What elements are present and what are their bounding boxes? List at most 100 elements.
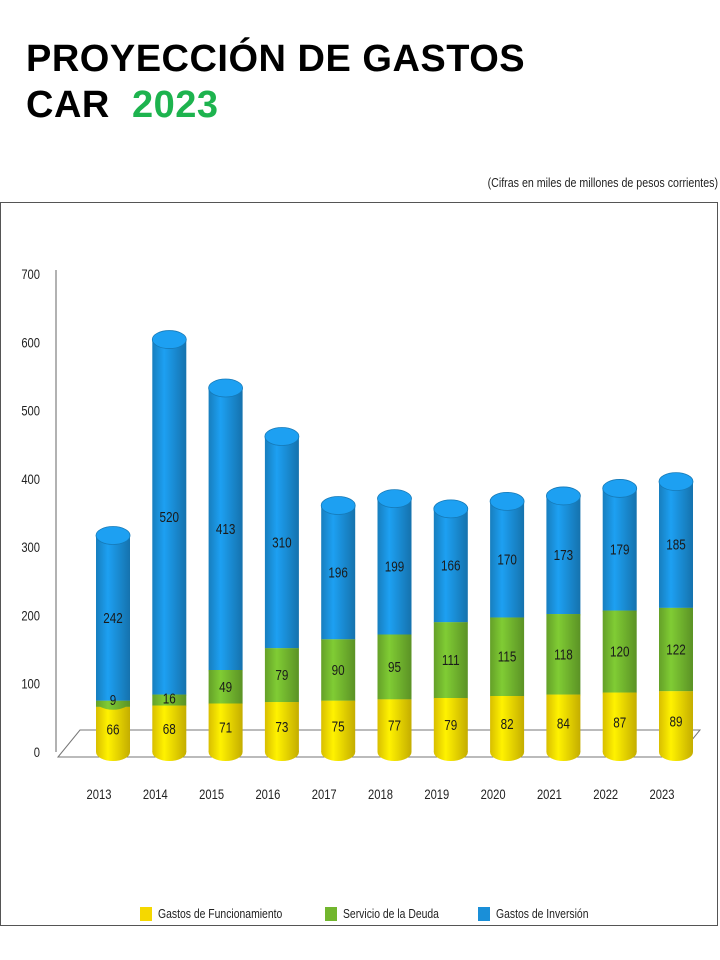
bar-join-2020-1 <box>490 696 525 705</box>
bar-cap-2015 <box>208 378 244 398</box>
data-label-2022-2: 179 <box>610 541 630 558</box>
bar-join-2018-1 <box>377 699 412 709</box>
bar-segment-2022-0 <box>602 692 637 752</box>
x-tick-label-2017: 2017 <box>312 787 337 802</box>
y-tick-label: 700 <box>21 267 40 282</box>
legend-label-inversion: Gastos de Inversión <box>496 906 589 921</box>
legend-item-funcionamiento: Gastos de Funcionamiento <box>140 906 313 921</box>
data-label-2018-1: 95 <box>388 659 401 676</box>
data-label-2017-0: 75 <box>332 718 345 735</box>
bar-base-2022 <box>602 743 637 761</box>
bar-cap-2021 <box>546 486 581 506</box>
bar-join-2018-2 <box>377 634 412 644</box>
bar-segment-2022-1 <box>602 610 637 693</box>
y-tick-label: 200 <box>21 608 40 623</box>
data-label-2022-1: 120 <box>610 643 630 660</box>
data-label-2016-0: 73 <box>275 719 288 736</box>
data-label-2015-0: 71 <box>219 719 232 736</box>
data-label-2022-0: 87 <box>613 714 626 731</box>
bar-join-2013-1 <box>96 706 130 716</box>
legend-item-deuda: Servicio de la Deuda <box>325 906 463 921</box>
bar-base-2013 <box>96 743 130 761</box>
y-tick-label: 600 <box>21 335 40 350</box>
x-tick-label-2021: 2021 <box>537 787 562 802</box>
bar-join-2019-2 <box>433 622 468 632</box>
data-label-2014-0: 68 <box>163 720 176 737</box>
bar-segment-2013-2 <box>96 535 130 701</box>
data-label-2019-0: 79 <box>444 717 457 734</box>
bar-cap-2022 <box>602 479 638 498</box>
x-tick-label-2015: 2015 <box>199 787 224 802</box>
data-label-2020-1: 115 <box>498 648 517 665</box>
bar-join-2017-2 <box>321 639 356 649</box>
bar-join-2021-1 <box>546 694 581 704</box>
bar-segment-2014-2 <box>152 339 187 695</box>
bar-base-2023 <box>659 743 693 761</box>
bar-join-2019-1 <box>433 698 468 708</box>
bar-segment-2023-1 <box>659 607 693 692</box>
x-tick-label-2020: 2020 <box>481 787 506 802</box>
bar-segment-2023-2 <box>659 481 693 608</box>
legend-swatch-deuda <box>325 906 337 921</box>
data-label-2016-2: 310 <box>272 534 292 551</box>
y-tick-label: 0 <box>34 745 40 760</box>
title-prefix: CAR <box>26 84 110 126</box>
data-label-2017-2: 196 <box>328 564 348 581</box>
bar-segment-2021-1 <box>546 614 581 695</box>
data-label-2017-1: 90 <box>332 662 345 679</box>
bar-join-2014-1 <box>152 705 187 715</box>
bar-segment-2017-1 <box>321 639 356 701</box>
x-tick-label-2016: 2016 <box>255 787 280 802</box>
y-tick-label: 500 <box>21 403 40 418</box>
bar-join-2016-1 <box>264 702 299 712</box>
bar-cap-2016 <box>264 427 300 446</box>
data-label-2020-2: 170 <box>497 551 517 568</box>
legend-label-deuda: Servicio de la Deuda <box>343 906 439 921</box>
bar-base-2020 <box>490 743 525 761</box>
bar-segment-2015-2 <box>208 388 243 671</box>
bar-join-2021-2 <box>546 614 581 624</box>
x-tick-label-2014: 2014 <box>143 787 168 802</box>
bar-cap-2013 <box>95 526 131 545</box>
bar-segment-2018-2 <box>377 498 412 635</box>
bar-cap-2018 <box>377 489 412 509</box>
bar-cap-2014 <box>151 330 187 349</box>
data-label-2020-0: 82 <box>501 716 514 733</box>
data-label-2013-1: 9 <box>110 692 117 709</box>
data-label-2013-0: 66 <box>106 721 119 738</box>
bar-base-2014 <box>152 743 187 761</box>
data-label-2021-1: 118 <box>554 646 573 663</box>
bar-join-2022-2 <box>602 610 637 620</box>
x-tick-label-2022: 2022 <box>593 787 618 802</box>
units-note: (Cifras en miles de millones de pesos co… <box>487 175 718 190</box>
bar-join-2015-2 <box>208 670 243 680</box>
data-label-2023-2: 185 <box>666 536 686 553</box>
bar-join-2022-1 <box>602 692 637 702</box>
bar-cap-2017 <box>320 496 356 515</box>
data-label-2021-0: 84 <box>557 715 570 732</box>
x-tick-label-2019: 2019 <box>424 787 449 802</box>
bar-segment-2022-2 <box>602 488 637 611</box>
bar-segment-2020-1 <box>490 617 525 697</box>
bar-base-2021 <box>546 743 581 761</box>
bar-base-2019 <box>433 743 468 761</box>
page-title: PROYECCIÓN DE GASTOS CAR 2023 <box>26 36 525 128</box>
data-label-2023-1: 122 <box>666 641 686 658</box>
bar-base-2018 <box>377 743 412 761</box>
bar-cap-2019 <box>433 499 469 519</box>
legend-label-funcionamiento: Gastos de Funcionamiento <box>158 906 283 921</box>
title-line-1: PROYECCIÓN DE GASTOS <box>26 38 526 80</box>
title-year: 2023 <box>131 84 219 126</box>
bar-join-2013-2 <box>96 700 130 710</box>
bar-cap-2023 <box>658 472 694 491</box>
bar-join-2016-2 <box>264 648 299 658</box>
legend-swatch-inversion <box>478 906 490 921</box>
bar-segment-2019-2 <box>433 508 468 623</box>
bar-join-2017-1 <box>321 700 356 710</box>
bar-segment-2020-2 <box>490 501 525 618</box>
x-tick-label-2023: 2023 <box>650 787 675 802</box>
bar-segment-2017-2 <box>321 505 356 640</box>
bar-segment-2019-1 <box>433 622 468 699</box>
bar-segment-2023-0 <box>659 691 693 752</box>
